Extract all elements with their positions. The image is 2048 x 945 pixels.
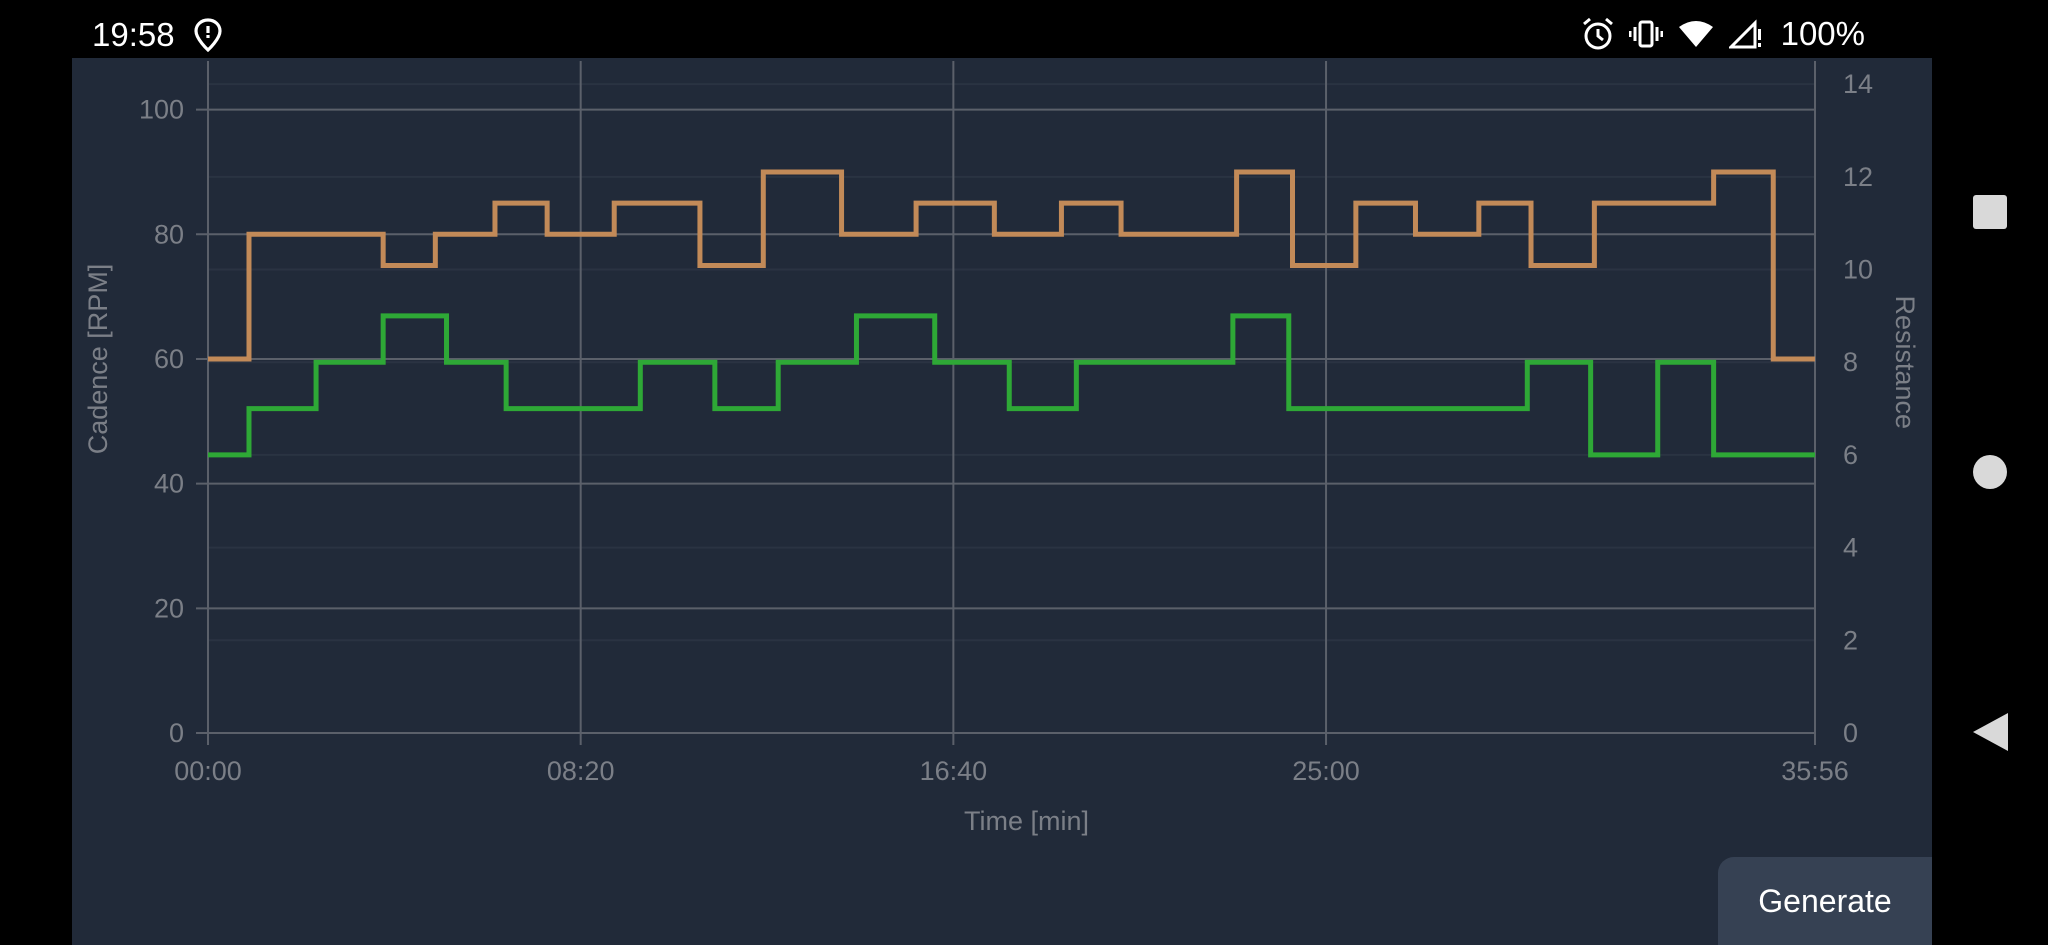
x-tick-label: 16:40 <box>920 756 988 786</box>
back-button[interactable] <box>1932 710 2048 754</box>
y-left-tick-label: 40 <box>154 469 184 499</box>
y-left-tick-label: 60 <box>154 344 184 374</box>
chart: 0 20 40 60 80 100 0 2 4 6 8 10 12 14 00:00 08:20 16:40 25… <box>83 61 1920 836</box>
vibrate-icon <box>1628 20 1663 48</box>
chart-area: 0 20 40 60 80 100 0 2 4 6 8 10 12 14 00:00 08:20 16:40 25… <box>72 58 1932 945</box>
x-tick-label: 25:00 <box>1292 756 1360 786</box>
status-icons: 100% <box>1581 14 1865 54</box>
back-icon <box>1973 713 2008 751</box>
y-right-tick-label: 6 <box>1843 440 1858 470</box>
x-tick-label: 08:20 <box>547 756 615 786</box>
signal-icon <box>1728 19 1761 49</box>
y-left-axis-title: Cadence [RPM] <box>83 264 113 455</box>
y-right-axis-title: Resistance <box>1890 295 1920 429</box>
status-time: 19:58 <box>92 16 175 53</box>
y-right-tick-label: 14 <box>1843 69 1873 99</box>
home-icon <box>1973 455 2007 489</box>
x-axis-title: Time [min] <box>964 806 1089 836</box>
x-tick-label: 00:00 <box>174 756 242 786</box>
recents-icon <box>1973 195 2007 229</box>
series-line-resistance <box>208 313 1815 458</box>
x-tick-label: 35:56 <box>1781 756 1849 786</box>
generate-button[interactable]: Generate <box>1718 857 1932 945</box>
y-right-tick-label: 4 <box>1843 533 1858 563</box>
y-left-tick-label: 20 <box>154 593 184 623</box>
y-left-tick-label: 0 <box>169 718 184 748</box>
y-right-tick-label: 2 <box>1843 625 1858 655</box>
location-icon <box>194 18 222 52</box>
y-right-tick-label: 8 <box>1843 347 1858 377</box>
battery-level: 100% <box>1780 15 1865 52</box>
status-bar: 19:58 100% <box>0 0 2048 58</box>
y-right-tick-label: 10 <box>1843 255 1873 285</box>
y-right-tick-label: 0 <box>1843 718 1858 748</box>
home-button[interactable] <box>1932 452 2048 492</box>
y-left-tick-label: 80 <box>154 219 184 249</box>
y-left-tick-label: 100 <box>139 95 184 125</box>
alarm-icon <box>1582 17 1613 50</box>
wifi-icon <box>1678 21 1713 47</box>
y-right-tick-label: 12 <box>1843 162 1873 192</box>
series-line-cadence <box>208 169 1815 362</box>
navigation-bar <box>1932 0 2048 945</box>
recents-button[interactable] <box>1932 190 2048 234</box>
